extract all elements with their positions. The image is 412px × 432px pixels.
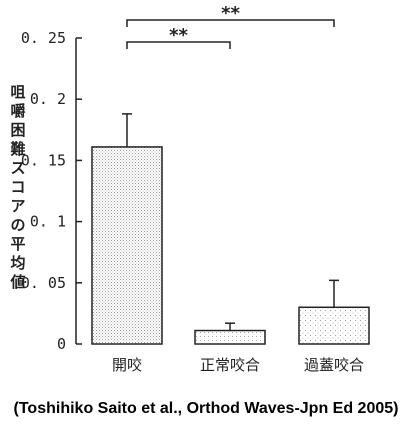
category-label-1: 開咬 — [112, 356, 142, 374]
y-tick-label: 0. 1 — [30, 213, 66, 231]
y-axis-label-char: 嚼 — [10, 102, 25, 120]
bar-2 — [194, 329, 266, 345]
y-axis-label-char: 値 — [9, 273, 25, 291]
y-tick-label: 0. 05 — [21, 274, 66, 292]
y-tick-label: 0. 15 — [21, 151, 66, 169]
y-axis: 0 0. 05 0. 1 0. 15 0. 2 0. 25 — [21, 29, 82, 353]
significance-bracket-2 — [126, 19, 335, 27]
y-axis-label-char: ス — [10, 159, 25, 177]
y-axis-label-char: 難 — [10, 140, 25, 158]
significance-label-2: ** — [221, 3, 240, 24]
bar-1 — [91, 146, 163, 345]
bars — [91, 146, 370, 345]
category-label-2: 正常咬合 — [200, 356, 260, 374]
source-caption: (Toshihiko Saito et al., Orthod Waves-Jp… — [13, 400, 399, 417]
bar-3 — [298, 306, 370, 345]
category-labels: 開咬 正常咬合 過蓋咬合 — [112, 356, 364, 374]
y-axis-label-char: 平 — [10, 235, 25, 253]
error-bars — [122, 113, 339, 331]
significance-brackets: ** ** — [126, 3, 335, 49]
y-axis-label-char: コ — [10, 178, 25, 196]
y-axis-label-char: の — [10, 216, 25, 234]
y-tick-label: 0 — [57, 335, 66, 353]
y-tick-label: 0. 25 — [21, 29, 66, 47]
category-label-3: 過蓋咬合 — [304, 356, 364, 374]
y-axis-label-char: ア — [10, 197, 25, 215]
y-tick-label: 0. 2 — [30, 90, 66, 108]
y-axis-label-char: 困 — [10, 121, 25, 139]
significance-bracket-1 — [126, 41, 231, 49]
y-axis-label-char: 咀 — [10, 83, 25, 101]
significance-label-1: ** — [169, 25, 188, 46]
y-axis-label-char: 均 — [10, 254, 25, 272]
